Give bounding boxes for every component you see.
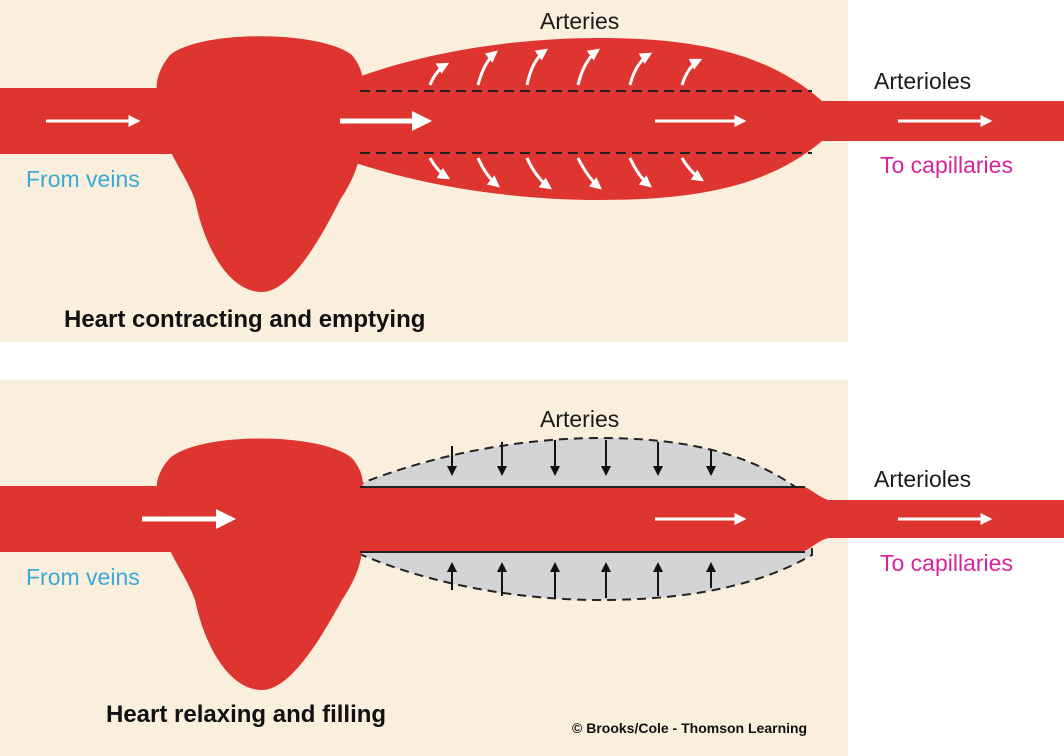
top-arteries-label: Arteries: [540, 8, 620, 34]
top-expansion-arrows-up: [428, 48, 703, 86]
bottom-to-capillaries-label: To capillaries: [880, 550, 1013, 576]
top-to-capillaries-label: To capillaries: [880, 152, 1013, 178]
bottom-recoil-arrows-down: [447, 440, 716, 476]
top-arterioles-label: Arterioles: [874, 68, 972, 94]
top-heart: [156, 36, 363, 292]
top-panel-caption: Heart contracting and emptying: [64, 306, 426, 333]
top-from-veins-label: From veins: [26, 166, 140, 192]
bottom-arterioles-label: Arterioles: [874, 466, 972, 492]
bottom-panel-caption: Heart relaxing and filling: [106, 701, 387, 728]
top-artery-bulge: [330, 38, 1064, 200]
bottom-recoil-arrows-up: [447, 562, 716, 598]
bottom-from-veins-label: From veins: [26, 564, 140, 590]
bottom-panel: [0, 436, 1064, 690]
bottom-arteries-label: Arteries: [540, 406, 620, 432]
copyright-credit: © Brooks/Cole - Thomson Learning: [572, 720, 808, 736]
top-panel: [0, 36, 1064, 292]
top-expansion-arrows-down: [428, 157, 704, 190]
bottom-heart: [156, 438, 363, 690]
